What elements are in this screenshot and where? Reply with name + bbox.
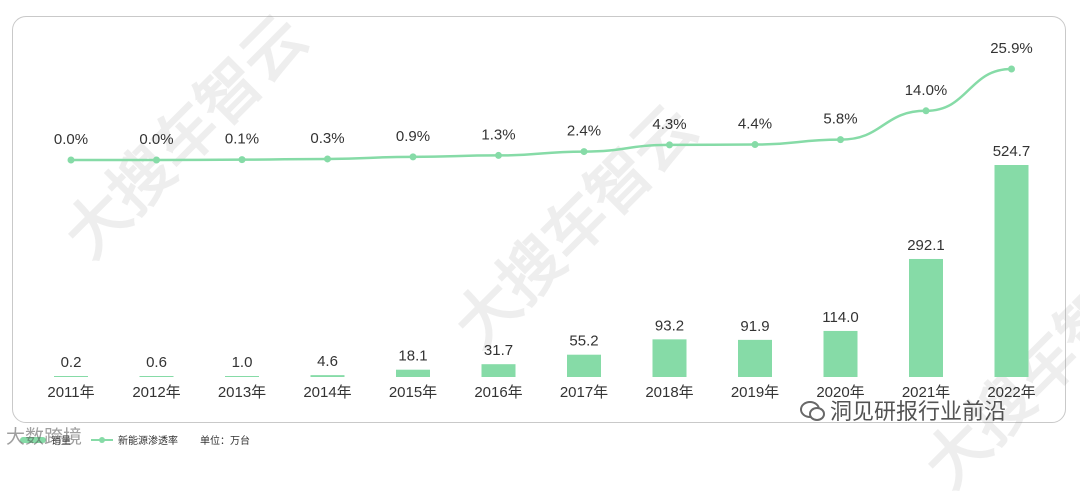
line-point-1 bbox=[67, 156, 75, 164]
x-tick-label-7: 2017年 bbox=[560, 384, 608, 401]
bar-value-label-8: 93.2 bbox=[655, 317, 684, 334]
bar-6 bbox=[481, 364, 516, 377]
bar-8 bbox=[652, 339, 687, 377]
bar-value-label-3: 1.0 bbox=[232, 354, 253, 371]
bar-value-label-2: 0.6 bbox=[146, 354, 167, 371]
combo-chart: 0.2 2011年 0.6 2012年 1.0 2013年 4.6 2014年 18.1 2015… bbox=[47, 40, 1035, 401]
wechat-icon bbox=[800, 401, 825, 421]
x-tick-label-2: 2012年 bbox=[132, 384, 180, 401]
line-point-3 bbox=[238, 156, 246, 164]
x-tick-label-12: 2022年 bbox=[987, 384, 1035, 401]
penetration-rate-line bbox=[70, 67, 1012, 162]
bar-12 bbox=[994, 165, 1029, 377]
line-point-6 bbox=[495, 151, 502, 159]
line-value-label-2: 0.0% bbox=[139, 131, 173, 148]
line-point-9 bbox=[751, 141, 759, 149]
line-value-label-10: 5.8% bbox=[823, 111, 857, 128]
line-point-4 bbox=[324, 155, 331, 163]
legend-line-swatch bbox=[91, 436, 113, 443]
bar-value-label-5: 18.1 bbox=[398, 348, 427, 365]
line-point-7 bbox=[580, 148, 588, 156]
line-value-label-5: 0.9% bbox=[396, 128, 430, 145]
bar-11 bbox=[909, 258, 943, 377]
legend-bar-label: 销量 bbox=[51, 436, 71, 447]
line-value-label-9: 4.4% bbox=[738, 116, 772, 133]
legend-line-label: 新能源渗透率 bbox=[118, 436, 178, 447]
bar-4 bbox=[310, 375, 345, 377]
x-tick-label-4: 2014年 bbox=[303, 384, 351, 401]
legend-bar-swatch bbox=[20, 436, 46, 443]
source-right-text: 洞见研报行业前沿 bbox=[830, 400, 1007, 425]
x-tick-label-3: 2013年 bbox=[218, 384, 266, 401]
bar-9 bbox=[738, 339, 772, 377]
x-tick-label-8: 2018年 bbox=[645, 384, 693, 401]
line-value-label-8: 4.3% bbox=[652, 116, 686, 133]
line-value-label-6: 1.3% bbox=[481, 126, 515, 143]
bar-value-label-10: 114.0 bbox=[822, 309, 858, 326]
line-point-2 bbox=[153, 156, 160, 164]
x-tick-label-11: 2021年 bbox=[902, 384, 950, 401]
line-value-label-4: 0.3% bbox=[310, 130, 344, 147]
x-tick-label-1: 2011年 bbox=[47, 384, 94, 401]
x-tick-label-9: 2019年 bbox=[731, 384, 779, 401]
bar-value-label-4: 4.6 bbox=[317, 353, 338, 370]
source-left-text: 大数跨境 bbox=[6, 426, 83, 448]
bar-5 bbox=[396, 369, 430, 377]
line-point-10 bbox=[837, 136, 844, 144]
source-watermark-right: 洞见研报行业前沿 bbox=[800, 394, 1006, 426]
bar-value-label-7: 55.2 bbox=[569, 333, 598, 350]
chart-card bbox=[12, 16, 1066, 423]
bar-7 bbox=[567, 354, 601, 377]
bar-value-label-12: 524.7 bbox=[993, 143, 1031, 160]
bar-2 bbox=[139, 376, 174, 377]
legend: 销量 新能源渗透率 单位：万台 bbox=[20, 432, 250, 447]
line-point-11 bbox=[922, 107, 930, 115]
bar-value-label-1: 0.2 bbox=[61, 354, 82, 371]
line-point-8 bbox=[666, 141, 673, 149]
line-value-label-1: 0.0% bbox=[54, 131, 88, 148]
source-watermark-left: 大数跨境 bbox=[6, 422, 82, 449]
line-point-5 bbox=[409, 153, 417, 161]
x-tick-label-5: 2015年 bbox=[389, 384, 437, 401]
bar-10 bbox=[823, 330, 858, 377]
unit-label: 单位：万台 bbox=[200, 436, 250, 447]
bar-1 bbox=[54, 376, 88, 377]
x-tick-label-6: 2016年 bbox=[474, 384, 522, 401]
bar-3 bbox=[225, 376, 259, 377]
line-value-label-11: 14.0% bbox=[905, 82, 948, 99]
line-value-label-12: 25.9% bbox=[990, 40, 1033, 57]
bar-value-label-6: 31.7 bbox=[484, 342, 513, 359]
bar-value-label-9: 91.9 bbox=[740, 318, 769, 335]
bar-value-label-11: 292.1 bbox=[907, 237, 945, 254]
x-tick-label-10: 2020年 bbox=[816, 384, 864, 401]
line-value-label-7: 2.4% bbox=[567, 123, 601, 140]
line-point-12 bbox=[1008, 65, 1015, 73]
line-value-label-3: 0.1% bbox=[225, 131, 259, 148]
